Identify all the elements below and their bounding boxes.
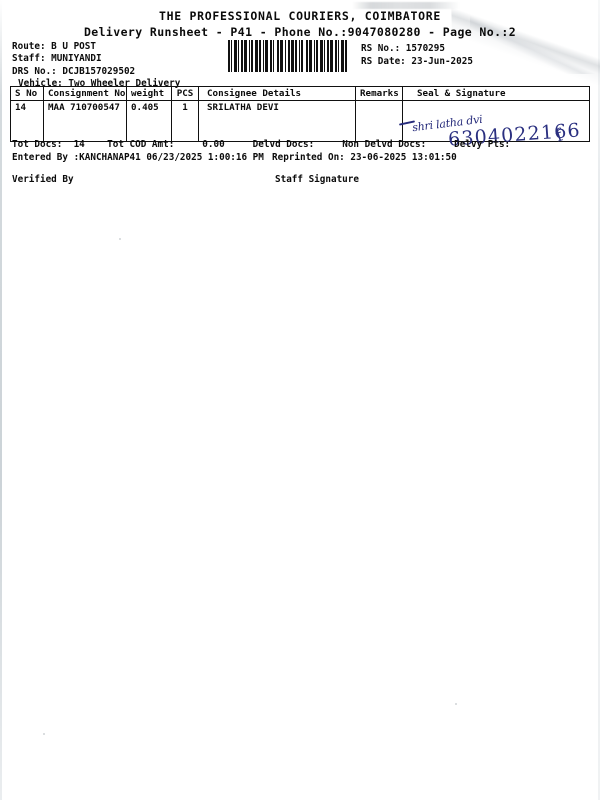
header-meta-right: RS No.: 1570295 RS Date: 23-Jun-2025 (361, 42, 473, 68)
rs-date-line: RS Date: 23-Jun-2025 (361, 56, 473, 67)
column-header-pcs: PCS (171, 86, 199, 101)
totals-line: Tot Docs: 14 Tot COD Amt: 0.00 Delvd Doc… (12, 139, 511, 150)
table-header-row: S No Consignment No weight PCS Consignee… (10, 86, 590, 101)
verified-by-label: Verified By (12, 174, 74, 185)
rs-no-line: RS No.: 1570295 (361, 43, 445, 54)
cell-pcs: 1 (171, 100, 199, 142)
scan-edge-left (0, 0, 2, 800)
route-line: Route: B U POST (12, 41, 96, 52)
staff-line: Staff: MUNIYANDI (12, 53, 102, 65)
column-header-seal-signature: Seal & Signature (402, 86, 590, 101)
vehicle-line: Vehicle: Two Wheeler Delivery (18, 78, 181, 90)
entered-by-line: Entered By :KANCHANAP41 06/23/2025 1:00:… (12, 152, 264, 163)
staff-signature-label: Staff Signature (275, 174, 359, 185)
company-title: THE PROFESSIONAL COURIERS, COIMBATORE (158, 9, 442, 23)
column-header-consignee-details: Consignee Details (198, 86, 356, 101)
column-header-remarks: Remarks (355, 86, 403, 101)
column-header-s-no: S No (10, 86, 44, 101)
scan-speck (119, 238, 121, 240)
column-header-consignment-no: Consignment No (43, 86, 127, 101)
cell-seal-signature (402, 100, 590, 142)
cell-remarks (355, 100, 403, 142)
scan-speck (455, 703, 457, 705)
cell-consignee-details: SRILATHA DEVI (198, 100, 356, 142)
document-subtitle: Delivery Runsheet - P41 - Phone No.:9047… (83, 25, 517, 39)
consignment-table: S No Consignment No weight PCS Consignee… (10, 86, 590, 142)
cell-consignment-no: MAA 710700547 (43, 100, 127, 142)
reprinted-on-line: Reprinted On: 23-06-2025 13:01:50 (272, 152, 457, 163)
drs-no-line: DRS No.: DCJB157029502 (12, 65, 136, 77)
scan-speck (43, 733, 45, 735)
barcode-image (228, 40, 352, 72)
scan-smudge-artifact (352, 2, 460, 9)
cell-s-no: 14 (10, 100, 44, 142)
column-header-weight: weight (126, 86, 172, 101)
cell-weight: 0.405 (126, 100, 172, 142)
header-meta-left: Route: B U POST Staff: MUNIYANDI DRS No.… (12, 41, 180, 91)
table-row: 14 MAA 710700547 0.405 1 SRILATHA DEVI (10, 100, 590, 142)
scan-edge-right (598, 0, 600, 800)
